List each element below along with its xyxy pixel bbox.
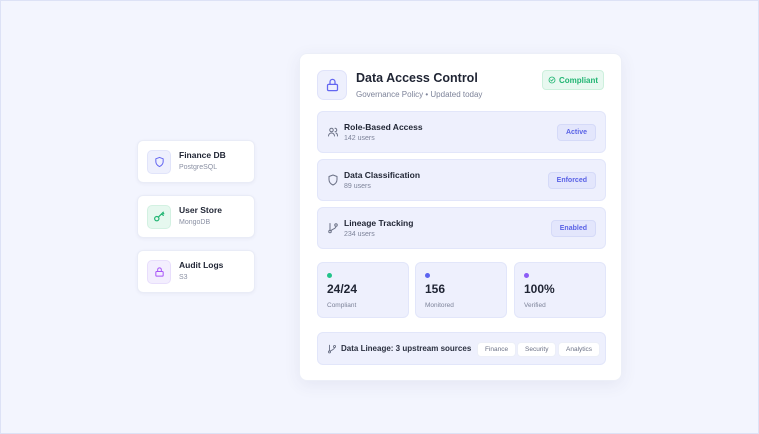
stat-verified: 100% Verified: [514, 262, 606, 318]
policy-title: Role-Based Access: [344, 122, 423, 132]
stat-label: Monitored: [425, 302, 454, 309]
users-icon: [328, 127, 338, 137]
tag-finance[interactable]: Finance: [477, 342, 517, 357]
policy-title: Data Classification: [344, 170, 421, 180]
stat-value: 156: [425, 282, 446, 296]
page-subtitle: Governance Policy • Updated today: [356, 90, 483, 99]
policy-title: Lineage Tracking: [344, 218, 414, 228]
badge-label: Compliant: [558, 75, 599, 85]
policy-user-count: 142 users: [344, 135, 375, 142]
compliance-status-badge: Compliant: [542, 70, 604, 90]
source-title: Finance DB: [179, 150, 226, 160]
source-subtitle: PostgreSQL: [179, 164, 218, 171]
source-card-finance-db[interactable]: Finance DB PostgreSQL: [137, 140, 255, 183]
stat-label: Verified: [524, 302, 546, 309]
key-icon: [147, 204, 171, 229]
shield-icon: [328, 174, 338, 186]
git-branch-icon: [328, 344, 336, 354]
tag-security[interactable]: Security: [517, 342, 557, 357]
lock-icon: [147, 259, 171, 284]
lock-icon: [317, 70, 347, 100]
policy-row-role-based-access[interactable]: Role-Based Access 142 users Active: [317, 111, 606, 153]
shield-icon: [147, 149, 171, 174]
source-subtitle: S3: [179, 274, 188, 281]
source-subtitle: MongoDB: [179, 219, 211, 226]
stat-label: Compliant: [327, 302, 357, 309]
source-card-user-store[interactable]: User Store MongoDB: [137, 195, 255, 238]
source-title: Audit Logs: [179, 260, 224, 270]
git-branch-icon: [328, 223, 338, 234]
data-lineage-bar: Data Lineage: 3 upstream sources Finance…: [317, 332, 606, 365]
data-access-control-card: Data Access Control Governance Policy • …: [299, 53, 622, 381]
page-title: Data Access Control: [356, 71, 478, 85]
source-card-audit-logs[interactable]: Audit Logs S3: [137, 250, 255, 293]
tag-analytics[interactable]: Analytics: [558, 342, 601, 357]
policy-status-badge[interactable]: Enforced: [547, 172, 596, 189]
status-dot: [524, 273, 529, 278]
stat-value: 24/24: [327, 282, 358, 296]
stat-monitored: 156 Monitored: [415, 262, 507, 318]
stat-value: 100%: [524, 282, 555, 296]
status-dot: [327, 273, 332, 278]
policy-row-data-classification[interactable]: Data Classification 89 users Enforced: [317, 159, 606, 201]
policy-row-lineage-tracking[interactable]: Lineage Tracking 234 users Enabled: [317, 207, 606, 249]
source-title: User Store: [179, 205, 222, 215]
policy-user-count: 89 users: [344, 183, 371, 190]
policy-user-count: 234 users: [344, 231, 375, 238]
check-circle-icon: [548, 76, 556, 84]
policy-status-badge[interactable]: Enabled: [550, 220, 596, 237]
policy-status-badge[interactable]: Active: [556, 124, 596, 141]
stat-compliant: 24/24 Compliant: [317, 262, 409, 318]
status-dot: [425, 273, 430, 278]
lineage-summary: Data Lineage: 3 upstream sources: [341, 344, 472, 353]
